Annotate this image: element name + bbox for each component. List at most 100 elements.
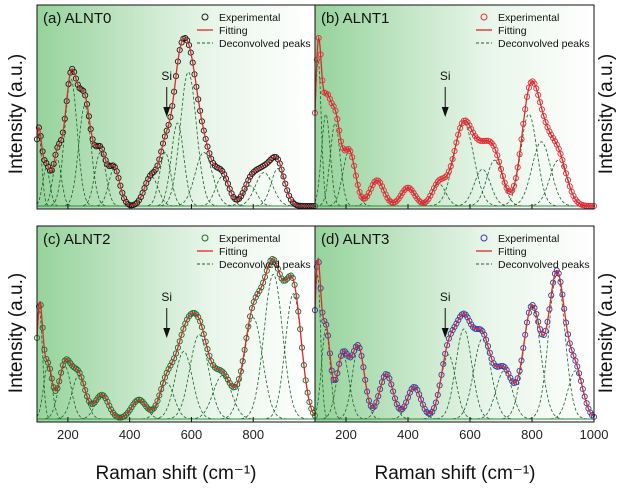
panel-frame bbox=[314, 4, 595, 210]
experimental-point bbox=[252, 294, 259, 301]
experimental-point bbox=[159, 380, 167, 387]
experimental-point bbox=[178, 39, 185, 46]
experimental-point bbox=[78, 374, 85, 381]
experimental-point bbox=[265, 158, 272, 165]
experimental-point bbox=[416, 391, 423, 398]
legend-fitting: Fitting bbox=[219, 246, 248, 258]
experimental-point bbox=[570, 352, 577, 359]
experimental-point bbox=[104, 161, 111, 168]
experimental-point bbox=[466, 122, 473, 129]
experimental-point bbox=[501, 179, 508, 186]
experimental-point bbox=[228, 382, 235, 389]
legend-marker-experimental bbox=[480, 13, 488, 21]
deconvolved-peak-10 bbox=[496, 113, 562, 207]
experimental-point bbox=[100, 151, 107, 158]
deconvolved-peak-1 bbox=[36, 167, 62, 207]
deconvolved-peak-11 bbox=[169, 151, 239, 207]
experimental-point bbox=[163, 369, 170, 376]
panel-shading bbox=[315, 5, 594, 209]
panel-label: (b) ALNT1 bbox=[321, 10, 389, 27]
experimental-point bbox=[499, 173, 506, 180]
experimental-point bbox=[274, 265, 281, 272]
experimental-point bbox=[509, 378, 516, 385]
panel-label: (c) ALNT2 bbox=[43, 231, 111, 248]
experimental-point bbox=[542, 119, 549, 126]
deconvolved-peak-0 bbox=[36, 132, 51, 207]
legend-deconvolved: Deconvolved peaks bbox=[219, 38, 311, 50]
experimental-point bbox=[154, 397, 161, 404]
fitting-curve bbox=[314, 35, 594, 207]
experimental-point bbox=[148, 170, 155, 177]
deconvolved-peak-5 bbox=[78, 151, 123, 207]
experimental-point bbox=[425, 195, 432, 203]
y-axis-title-right-bottom: Intensity (a.u.) bbox=[596, 273, 617, 393]
experimental-point bbox=[382, 191, 389, 198]
x-axis-title-left: Raman shift (cm⁻¹) bbox=[96, 463, 257, 484]
x-tick-label-200: 200 bbox=[335, 427, 357, 442]
legend-deconvolved: Deconvolved peaks bbox=[498, 259, 590, 271]
experimental-point bbox=[121, 195, 128, 202]
experimental-point bbox=[172, 350, 180, 357]
experimental-point bbox=[548, 131, 555, 138]
fitting-curve bbox=[314, 256, 595, 418]
deconvolved-peak-7 bbox=[424, 122, 504, 207]
experimental-point bbox=[486, 349, 493, 356]
experimental-point bbox=[119, 189, 126, 196]
experimental-point bbox=[470, 129, 477, 136]
y-axis-title-left: Intensity (a.u.) bbox=[6, 54, 27, 174]
experimental-point bbox=[135, 197, 142, 204]
deconvolved-peak-7 bbox=[431, 328, 496, 420]
legend-experimental: Experimental bbox=[219, 12, 280, 24]
deconvolved-peak-10 bbox=[216, 317, 291, 420]
experimental-point bbox=[167, 362, 174, 369]
experimental-point bbox=[542, 327, 549, 334]
si-annotation: Si bbox=[161, 69, 172, 83]
legend-marker-experimental bbox=[201, 13, 209, 21]
experimental-point bbox=[98, 145, 105, 153]
experimental-point bbox=[572, 357, 579, 364]
x-tick-label-1000: 1000 bbox=[580, 427, 609, 442]
experimental-point bbox=[273, 260, 280, 267]
experimental-point bbox=[180, 325, 187, 332]
experimental-point bbox=[574, 363, 581, 370]
legend-deconvolved: Deconvolved peaks bbox=[219, 259, 311, 271]
experimental-point bbox=[494, 152, 501, 159]
experimental-point bbox=[369, 181, 376, 189]
experimental-point bbox=[41, 157, 48, 164]
experimental-point bbox=[395, 404, 402, 412]
panel-label: (d) ALNT3 bbox=[321, 231, 389, 248]
deconvolved-peak-10 bbox=[156, 71, 221, 207]
experimental-point bbox=[481, 331, 488, 338]
experimental-point bbox=[559, 156, 566, 163]
deconvolved-peak-6 bbox=[418, 354, 479, 420]
experimental-point bbox=[364, 193, 371, 200]
si-annotation: Si bbox=[440, 290, 451, 304]
experimental-point bbox=[321, 317, 328, 325]
experimental-point bbox=[260, 279, 267, 286]
experimental-point bbox=[45, 359, 52, 366]
experimental-point bbox=[267, 156, 274, 163]
experimental-point bbox=[222, 373, 230, 380]
experimental-point bbox=[121, 413, 128, 420]
experimental-point bbox=[158, 386, 165, 393]
experimental-point bbox=[234, 381, 241, 388]
experimental-point bbox=[531, 304, 538, 311]
experimental-point bbox=[429, 408, 436, 415]
x-axis-title-right: Raman shift (cm⁻¹) bbox=[375, 463, 536, 484]
experimental-point bbox=[430, 185, 438, 192]
experimental-point bbox=[82, 387, 89, 394]
si-arrow-head bbox=[441, 107, 449, 117]
experimental-point bbox=[356, 344, 363, 352]
deconvolved-peak-9 bbox=[471, 370, 537, 420]
experimental-point bbox=[378, 379, 386, 386]
experimental-point bbox=[551, 138, 558, 145]
experimental-point bbox=[43, 355, 50, 363]
experimental-point bbox=[564, 177, 572, 184]
legend-fitting: Fitting bbox=[498, 246, 527, 258]
experimental-point bbox=[455, 317, 462, 324]
deconvolved-peak-2 bbox=[315, 122, 355, 207]
experimental-point bbox=[154, 162, 161, 169]
experimental-point bbox=[156, 392, 163, 399]
legend-experimental: Experimental bbox=[219, 233, 280, 245]
experimental-point bbox=[444, 172, 451, 179]
